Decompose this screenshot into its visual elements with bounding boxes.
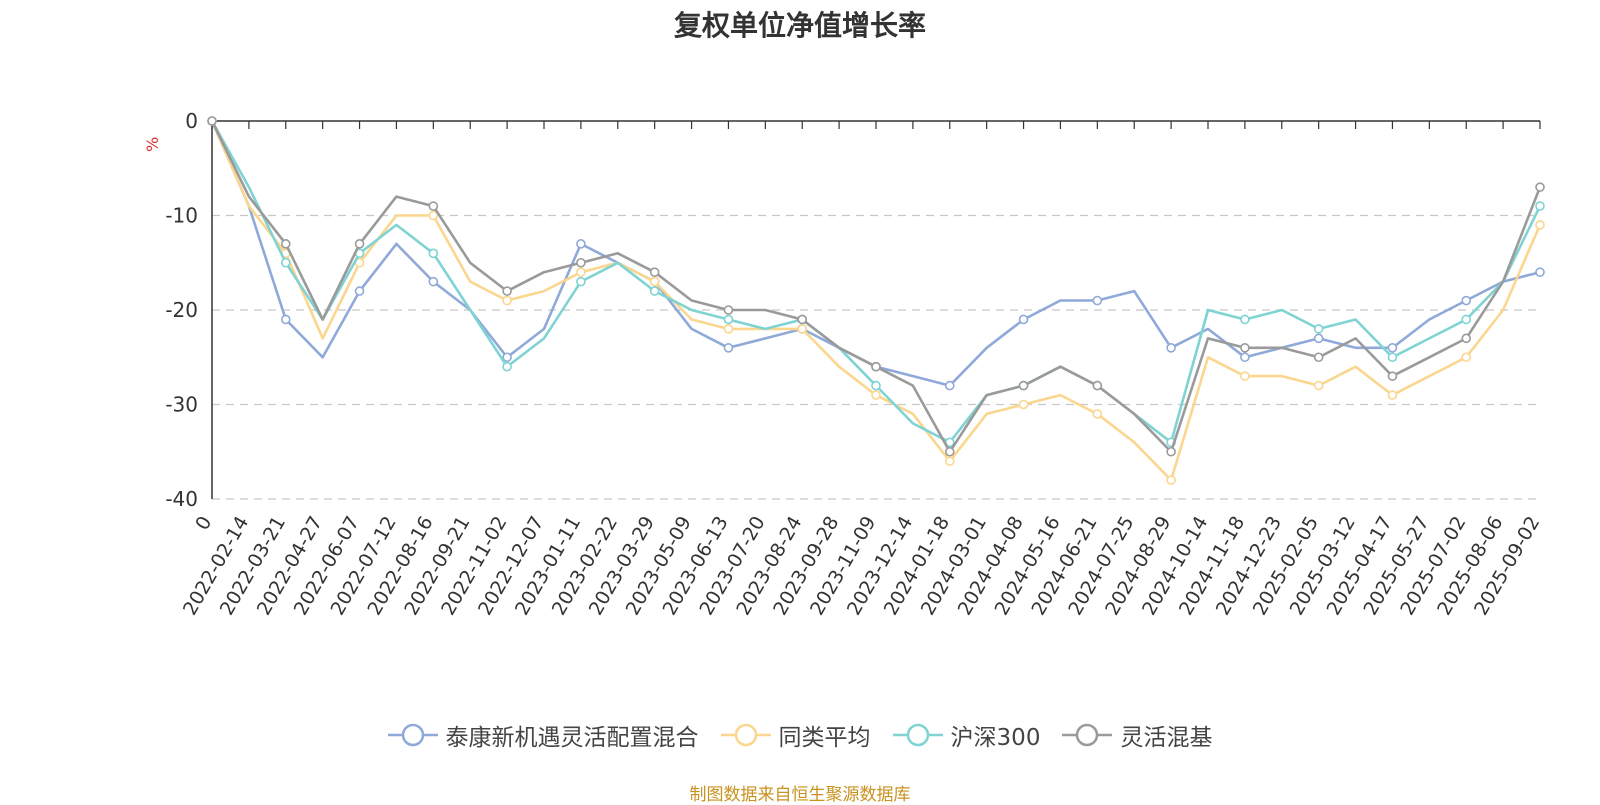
y-tick-label: 0 [185, 109, 198, 133]
legend-marker-icon [1062, 723, 1113, 747]
y-tick-label: -30 [165, 393, 198, 417]
series-1-point [1313, 333, 1324, 344]
series-4-point [502, 286, 512, 296]
series-3-point [1461, 314, 1472, 325]
series-2-point [1535, 220, 1545, 230]
y-tick-label: -10 [165, 204, 198, 228]
series-3-point [502, 361, 512, 372]
series-2-point [1387, 390, 1398, 400]
series-2-point [1166, 475, 1176, 485]
series-3-point [871, 380, 881, 391]
series-2-point [1018, 399, 1029, 410]
y-tick-label: -20 [165, 298, 198, 322]
source-note: 制图数据来自恒生聚源数据库 [689, 785, 911, 805]
legend-marker-icon [892, 723, 943, 747]
series-4-point [1461, 333, 1472, 344]
series-3-point [1535, 201, 1545, 211]
series-4-point [576, 257, 586, 268]
x-tick-label: 0 [191, 513, 216, 534]
series-2-point [944, 456, 955, 467]
series-2-point [576, 267, 586, 278]
series-4-point [797, 314, 808, 325]
legend-marker-icon [720, 723, 771, 747]
series-4-point [1166, 446, 1176, 457]
y-tick-label: -40 [165, 487, 198, 511]
legend-label: 沪深300 [950, 725, 1041, 751]
series-1-point [944, 380, 955, 391]
series-3-point [1240, 314, 1250, 325]
chart-legend: 泰康新机遇灵活配置混合 同类平均 沪深300 灵活混基 [0, 718, 1600, 752]
series-1-point [1018, 314, 1029, 325]
series-4-point [1387, 371, 1398, 381]
legend-label: 同类平均 [778, 725, 871, 751]
series-3-point [280, 257, 291, 268]
chart-title: 复权单位净值增长率 [673, 9, 926, 42]
series-2-point [871, 390, 881, 400]
series-2-point [1092, 409, 1103, 419]
series-4-point [1240, 342, 1250, 353]
legend-item[interactable]: 沪深300 [892, 718, 1041, 752]
series-1-point [1240, 352, 1250, 363]
series-4-point [1535, 182, 1545, 192]
series-1-point [502, 352, 512, 363]
series-1-point [1535, 267, 1545, 278]
series-4-point [649, 267, 660, 278]
series-3-point [428, 248, 439, 259]
series-1-point [1387, 342, 1398, 353]
series-3-point [576, 276, 586, 287]
series-2-point [649, 276, 660, 287]
series-2-point [723, 324, 734, 334]
series-2-point [797, 324, 808, 334]
series-1-point [723, 342, 734, 353]
series-3-point [1387, 352, 1398, 363]
series-1-point [1461, 295, 1472, 306]
series-3-point [649, 286, 660, 296]
legend-label: 灵活混基 [1120, 725, 1213, 751]
series-4-point [428, 201, 439, 211]
series-4-point [871, 361, 881, 372]
series-line-2 [210, 120, 1542, 482]
legend-label: 泰康新机遇灵活配置混合 [445, 725, 699, 751]
series-1-point [354, 286, 365, 296]
series-line-4 [210, 120, 1542, 454]
series-4-point [944, 446, 955, 457]
series-2-point [1240, 371, 1250, 381]
series-1-point [428, 276, 439, 287]
series-4-point [1313, 352, 1324, 363]
series-4-point [354, 239, 365, 249]
series-4-point [280, 239, 291, 249]
line-chart: 0-10-20-30-4002022-02-142022-03-212022-0… [165, 109, 1545, 619]
series-2-point [1461, 352, 1472, 363]
legend-item[interactable]: 泰康新机遇灵活配置混合 [387, 718, 699, 752]
series-1-point [280, 314, 291, 325]
series-3-point [723, 314, 734, 325]
series-2-point [502, 295, 512, 306]
series-4-point [723, 305, 734, 315]
series-2-point [1313, 380, 1324, 391]
series-1-point [576, 239, 586, 249]
series-2-point [428, 210, 439, 221]
legend-marker-icon [387, 723, 438, 747]
series-3-point [1313, 324, 1324, 334]
series-1-point [1092, 295, 1103, 306]
series-1-point [1166, 342, 1176, 353]
legend-item[interactable]: 同类平均 [720, 718, 871, 752]
series-4-point [207, 116, 217, 126]
legend-item[interactable]: 灵活混基 [1062, 718, 1212, 752]
series-4-point [1018, 380, 1029, 391]
series-4-point [1092, 380, 1103, 391]
